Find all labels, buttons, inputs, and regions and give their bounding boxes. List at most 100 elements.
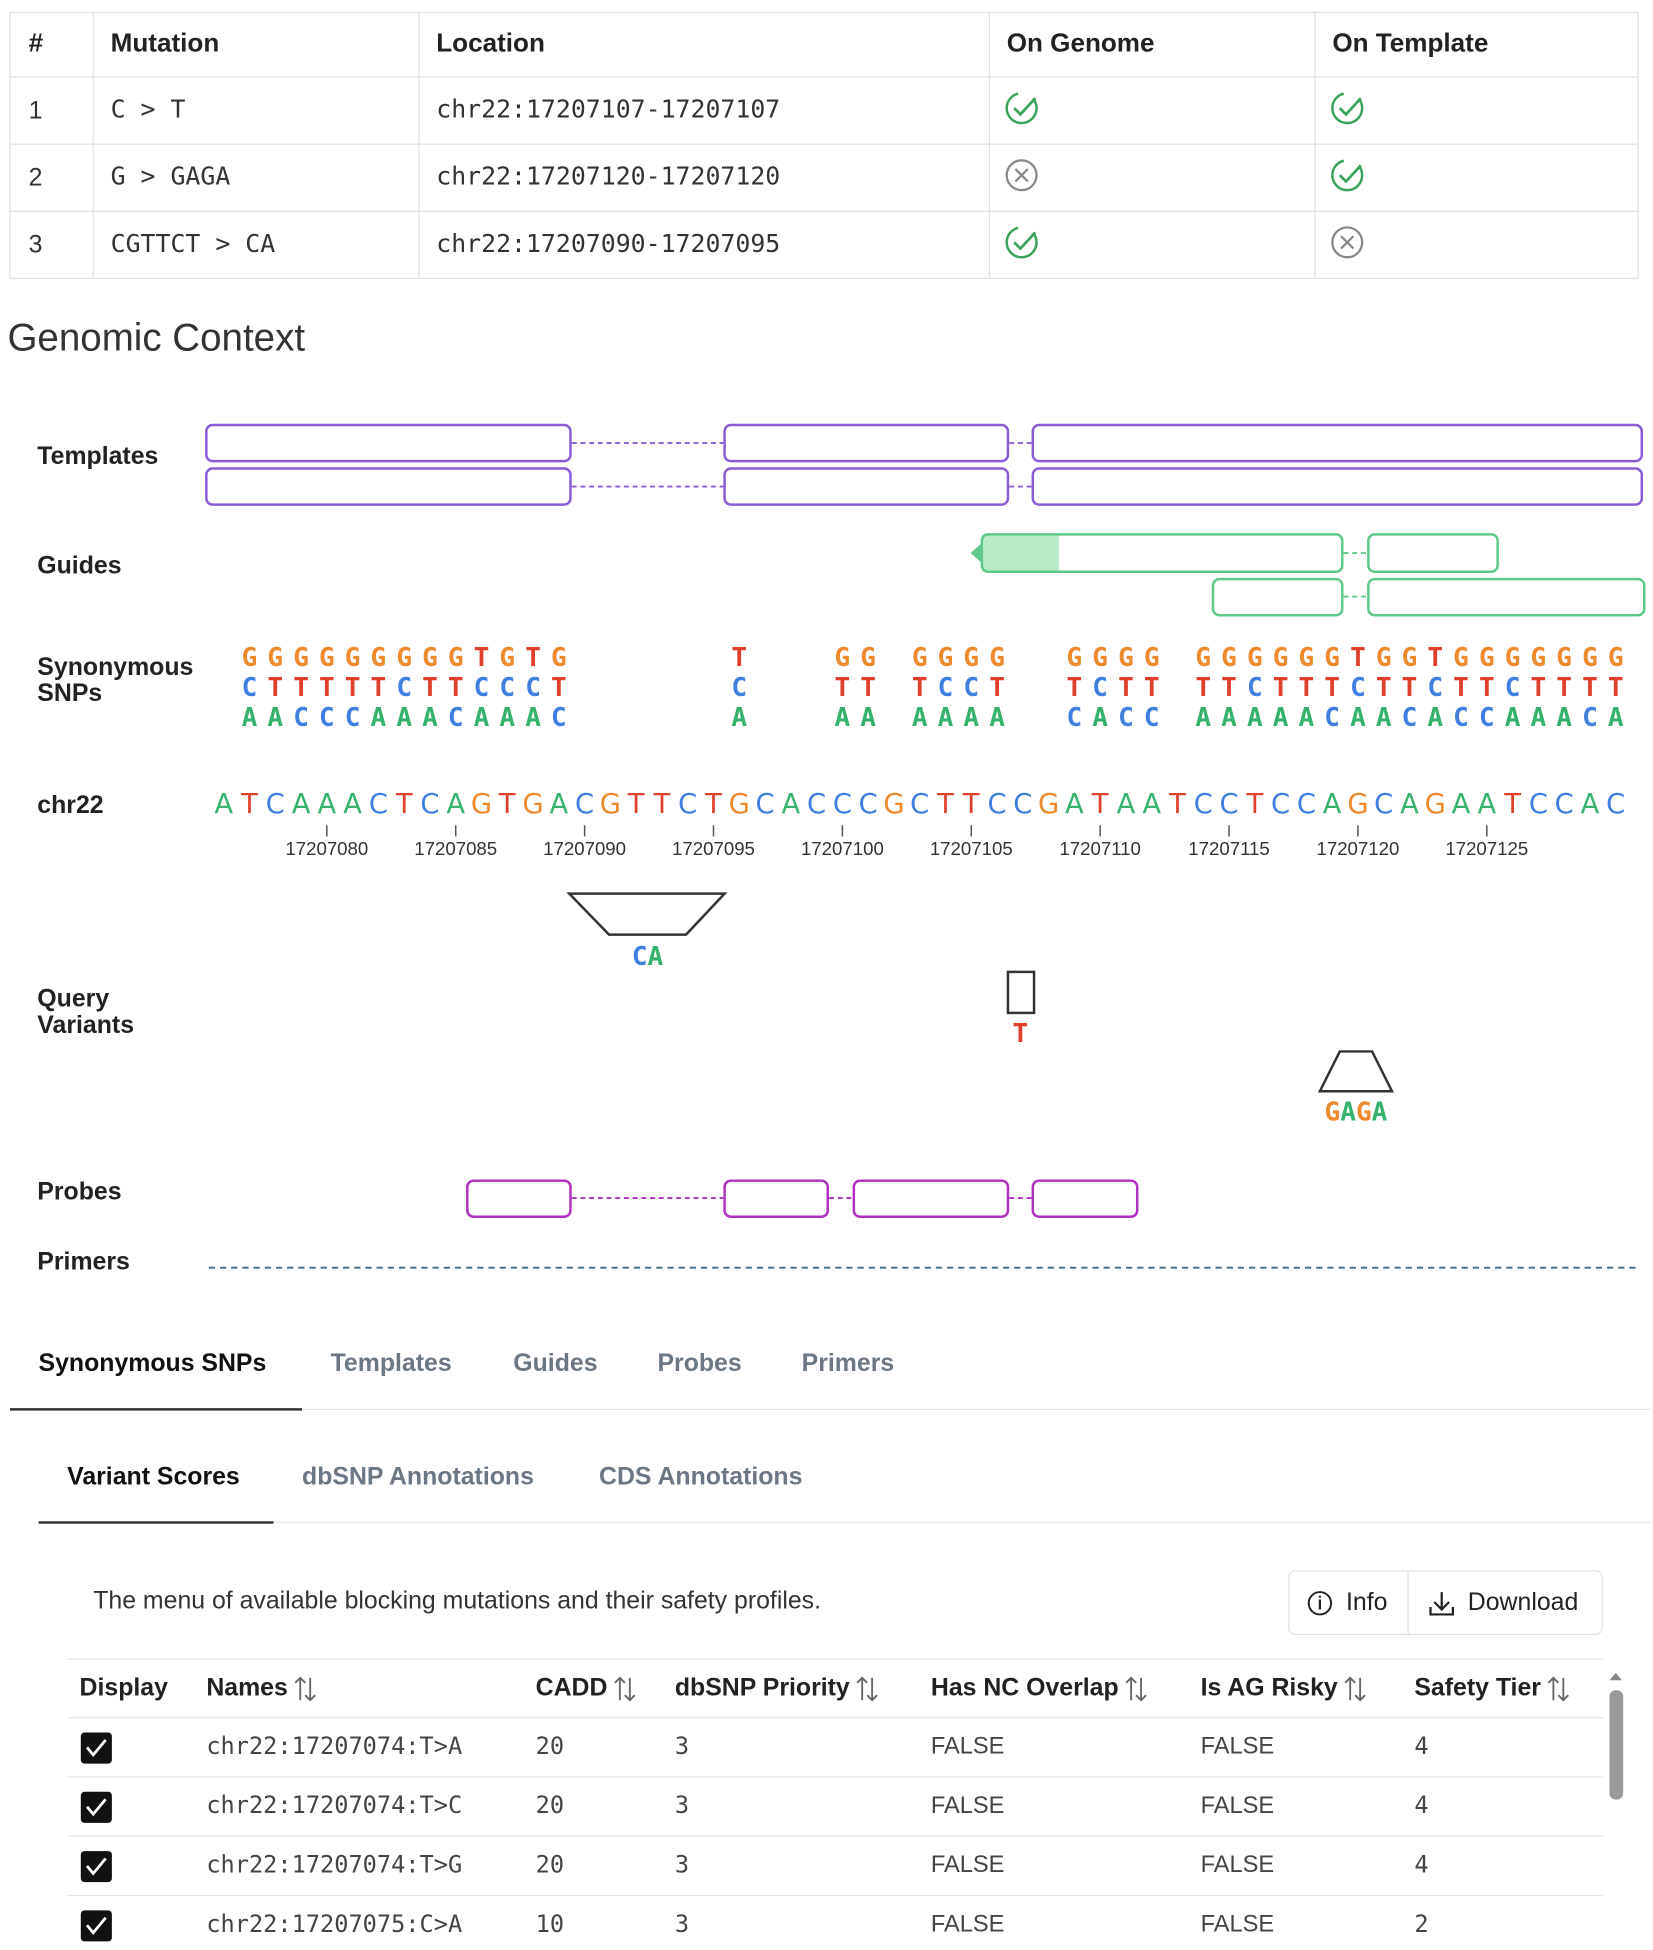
subtab[interactable]: Variant Scores bbox=[67, 1463, 240, 1490]
scrollbar-thumb[interactable] bbox=[1609, 1690, 1624, 1800]
guide-box bbox=[1367, 577, 1646, 617]
base: C bbox=[1297, 789, 1316, 820]
button-label[interactable]: Download bbox=[1468, 1589, 1579, 1616]
tab[interactable]: Probes bbox=[657, 1350, 741, 1377]
score-cell: 4 bbox=[1414, 1791, 1428, 1819]
snp-base: T bbox=[1608, 673, 1624, 703]
snp-base: T bbox=[1427, 643, 1443, 673]
snp-base: T bbox=[319, 673, 335, 703]
track-label: Probes bbox=[37, 1179, 121, 1206]
tick-label: 17207120 bbox=[1316, 838, 1399, 859]
snp-base: C bbox=[1582, 703, 1598, 733]
base: G bbox=[883, 789, 904, 820]
download-icon bbox=[1429, 1592, 1455, 1616]
base: C bbox=[756, 789, 775, 820]
snp-base: T bbox=[1350, 643, 1366, 673]
info-icon bbox=[1307, 1591, 1333, 1616]
snp-base: G bbox=[1118, 643, 1134, 673]
score-header[interactable]: Safety Tier bbox=[1414, 1675, 1541, 1702]
score-cell: FALSE bbox=[931, 1852, 1005, 1878]
base: A bbox=[1117, 789, 1136, 820]
snp-base: T bbox=[1324, 673, 1340, 703]
snp-base: G bbox=[293, 643, 309, 673]
base: G bbox=[1347, 789, 1368, 820]
button-group[interactable] bbox=[1288, 1570, 1603, 1635]
base: T bbox=[395, 789, 413, 820]
snp-base: G bbox=[1376, 643, 1392, 673]
score-header: Display bbox=[80, 1675, 169, 1702]
snp-base: A bbox=[525, 703, 541, 733]
base: C bbox=[910, 789, 929, 820]
snp-base: A bbox=[1531, 703, 1547, 733]
snp-base: G bbox=[1221, 643, 1237, 673]
score-header[interactable]: dbSNP Priority bbox=[675, 1675, 850, 1702]
base: A bbox=[292, 789, 311, 820]
score-cell: 10 bbox=[536, 1910, 564, 1938]
score-header[interactable]: CADD bbox=[536, 1675, 608, 1702]
snp-base: C bbox=[499, 673, 515, 703]
score-header[interactable]: Has NC Overlap bbox=[931, 1675, 1119, 1702]
score-cell: 4 bbox=[1414, 1732, 1428, 1760]
checkbox[interactable] bbox=[80, 1910, 112, 1942]
snp-base: T bbox=[1299, 673, 1315, 703]
snp-base: A bbox=[731, 703, 747, 733]
snp-base: G bbox=[912, 643, 928, 673]
tick-label: 17207085 bbox=[414, 838, 497, 859]
icon-circle bbox=[1005, 226, 1038, 259]
button-label[interactable]: Info bbox=[1346, 1589, 1387, 1616]
base: T bbox=[704, 789, 722, 820]
checkbox[interactable] bbox=[80, 1732, 112, 1764]
base: C bbox=[833, 789, 852, 820]
icon-check bbox=[1013, 231, 1037, 251]
snp-base: C bbox=[474, 673, 490, 703]
location: chr22:17207090-17207095 bbox=[436, 229, 780, 258]
base: T bbox=[962, 789, 980, 820]
mutation: C > T bbox=[111, 95, 186, 124]
snp-base: T bbox=[1556, 673, 1572, 703]
snp-base: C bbox=[293, 703, 309, 733]
checkbox[interactable] bbox=[80, 1851, 112, 1883]
snp-base: C bbox=[242, 673, 258, 703]
snp-base: T bbox=[371, 673, 387, 703]
checkbox-check bbox=[85, 1857, 107, 1876]
tab[interactable]: Templates bbox=[331, 1350, 452, 1377]
snp-base: T bbox=[1453, 673, 1469, 703]
snp-base: G bbox=[1324, 643, 1340, 673]
snp-base: T bbox=[1221, 673, 1237, 703]
table-header: On Template bbox=[1332, 28, 1488, 58]
status-icon-no bbox=[1331, 226, 1364, 259]
tab[interactable]: Guides bbox=[513, 1350, 597, 1377]
snp-base: G bbox=[551, 643, 567, 673]
snp-base: C bbox=[1402, 703, 1418, 733]
snp-base: A bbox=[860, 703, 876, 733]
subtab[interactable]: dbSNP Annotations bbox=[302, 1463, 534, 1490]
snp-base: A bbox=[1556, 703, 1572, 733]
base: C bbox=[1374, 789, 1393, 820]
track-label: Templates bbox=[37, 443, 158, 470]
snp-base: A bbox=[1221, 703, 1237, 733]
snp-base: C bbox=[396, 673, 412, 703]
snp-base: C bbox=[525, 673, 541, 703]
template-box bbox=[1031, 423, 1644, 463]
subtab[interactable]: CDS Annotations bbox=[599, 1463, 802, 1490]
tab[interactable]: Synonymous SNPs bbox=[39, 1350, 267, 1377]
status-icon-ok bbox=[1331, 159, 1364, 192]
snp-base: G bbox=[938, 643, 954, 673]
tab[interactable]: Primers bbox=[802, 1350, 895, 1377]
score-cell: FALSE bbox=[1201, 1793, 1275, 1819]
probe-box bbox=[852, 1179, 1010, 1218]
icon-check bbox=[1338, 164, 1362, 184]
snp-base: T bbox=[1376, 673, 1392, 703]
score-header[interactable]: Names bbox=[206, 1675, 287, 1702]
base: T bbox=[240, 789, 258, 820]
template-box bbox=[723, 467, 1010, 506]
base: A bbox=[214, 789, 233, 820]
guide-box bbox=[1367, 533, 1499, 573]
score-header[interactable]: Is AG Risky bbox=[1201, 1675, 1338, 1702]
tick-label: 17207090 bbox=[543, 838, 626, 859]
checkbox[interactable] bbox=[80, 1791, 112, 1823]
snp-base: G bbox=[1402, 643, 1418, 673]
snp-base: A bbox=[474, 703, 490, 733]
track-label: Query Variants bbox=[37, 986, 135, 1040]
snp-base: A bbox=[1350, 703, 1366, 733]
